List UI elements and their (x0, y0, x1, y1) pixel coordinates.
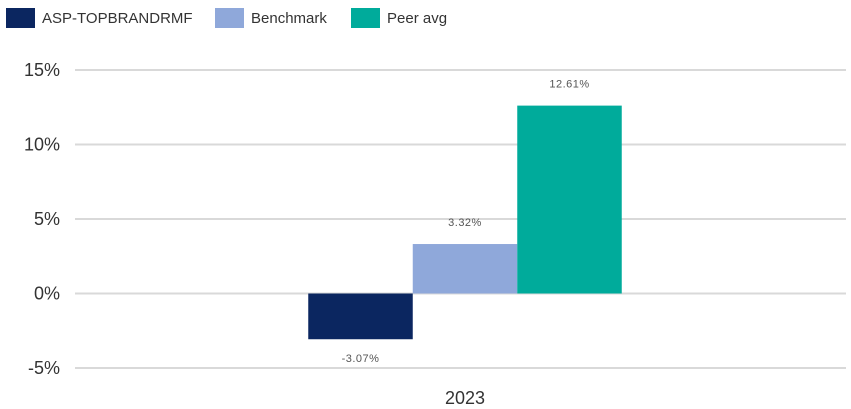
y-tick-label-2: 5% (34, 209, 60, 229)
y-tick-label-3: 0% (34, 284, 60, 304)
legend-swatch-2 (351, 8, 380, 28)
y-tick-label-4: -5% (28, 358, 60, 378)
legend-label-1: Benchmark (251, 10, 327, 27)
bar-1 (413, 244, 518, 293)
data-label-2: 12.61% (549, 79, 589, 91)
x-axis-categories: 2023 (445, 388, 485, 408)
legend-label-0: ASP-TOPBRANDRMF (42, 10, 193, 27)
y-tick-label-1: 10% (24, 135, 60, 155)
y-tick-label-0: 15% (24, 60, 60, 80)
legend-label-2: Peer avg (387, 10, 447, 27)
bar-2 (517, 106, 622, 294)
legend-swatch-1 (215, 8, 244, 28)
data-label-0: -3.07% (342, 353, 380, 365)
y-axis-ticks: 15% 10% 5% 0% -5% (24, 60, 60, 378)
chart-legend: ASP-TOPBRANDRMF Benchmark Peer avg (6, 8, 447, 28)
bar-0 (308, 294, 413, 340)
legend-swatch-0 (6, 8, 35, 28)
data-label-1: 3.32% (448, 217, 482, 229)
x-category-label-0: 2023 (445, 388, 485, 408)
